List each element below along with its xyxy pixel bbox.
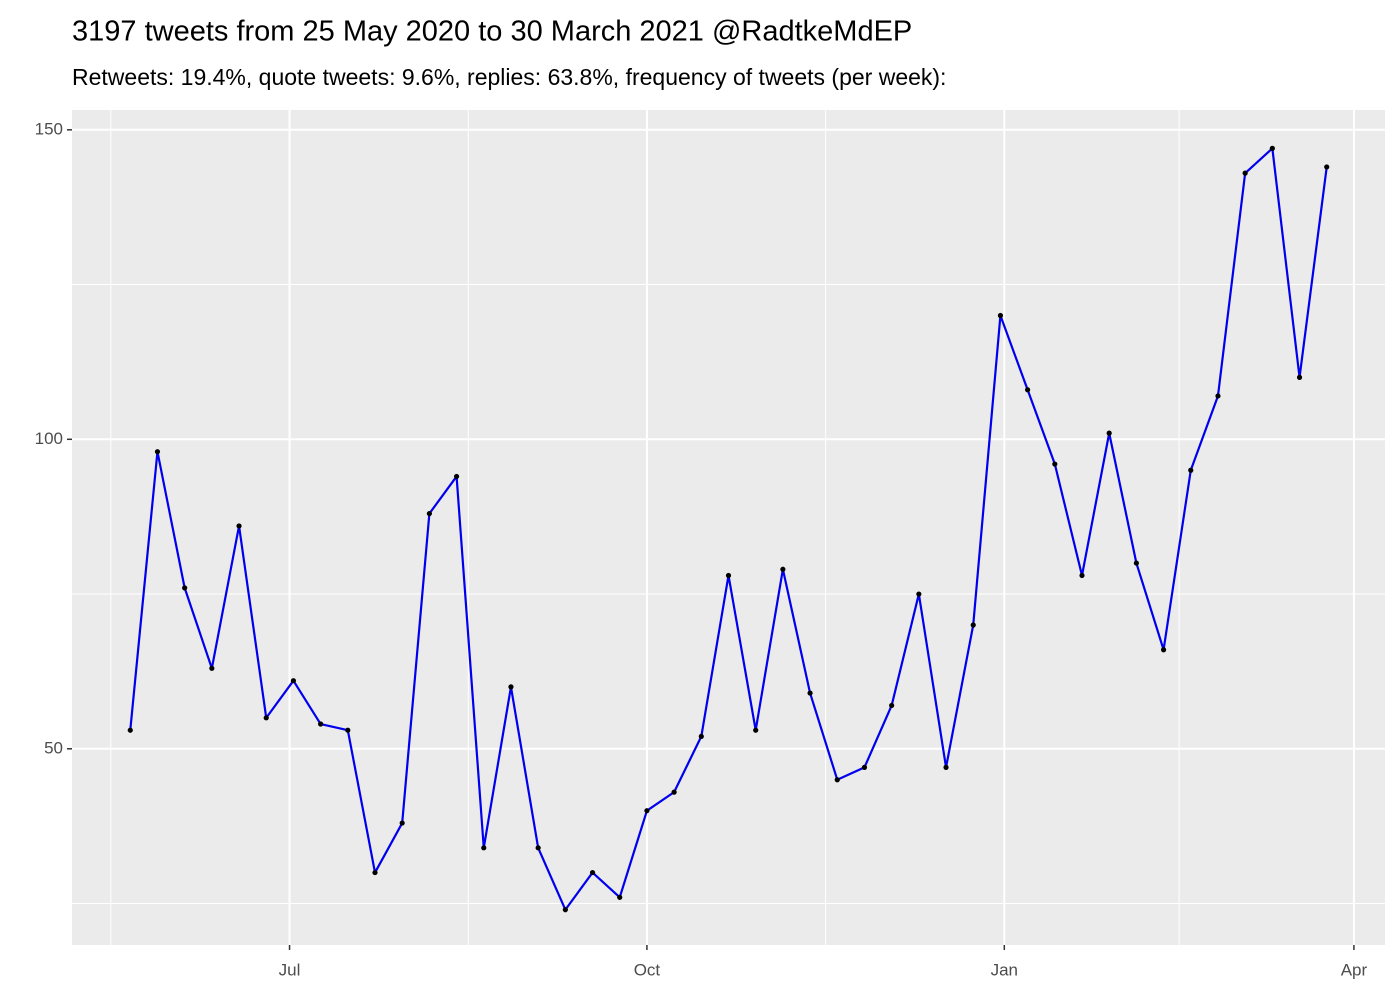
x-tick-label: Oct <box>634 960 661 979</box>
data-point <box>1324 164 1330 170</box>
data-point <box>861 764 868 770</box>
data-point <box>889 702 895 709</box>
data-point <box>562 907 568 913</box>
data-point <box>1188 467 1194 473</box>
data-point <box>453 473 460 480</box>
data-point <box>1052 461 1058 467</box>
x-tick-label: Jan <box>991 960 1018 979</box>
data-point <box>617 894 623 900</box>
data-point <box>209 665 215 671</box>
data-point <box>1215 393 1221 399</box>
x-tick-label: Jul <box>279 960 301 979</box>
data-point <box>997 312 1004 319</box>
data-point <box>1106 430 1112 436</box>
data-point <box>725 572 732 579</box>
data-point <box>1025 387 1031 393</box>
chart-title: 3197 tweets from 25 May 2020 to 30 March… <box>72 16 912 48</box>
y-tick-label: 100 <box>35 429 63 448</box>
y-tick-label: 150 <box>35 119 63 138</box>
data-point <box>290 678 297 684</box>
data-point <box>589 869 596 876</box>
data-point <box>154 449 161 455</box>
data-point <box>345 727 351 733</box>
data-point <box>644 808 650 814</box>
panel <box>72 110 1385 945</box>
data-point <box>834 777 840 783</box>
data-point <box>698 733 704 740</box>
data-point <box>671 789 677 795</box>
y-tick-label: 50 <box>44 738 63 757</box>
data-point <box>1133 560 1139 566</box>
data-point <box>943 764 949 770</box>
data-point <box>236 523 242 529</box>
data-point <box>916 591 922 597</box>
data-point <box>263 715 269 721</box>
data-point <box>508 684 514 690</box>
x-tick-label: Apr <box>1341 960 1368 979</box>
data-point <box>127 727 133 733</box>
data-point <box>1160 647 1167 653</box>
data-point <box>780 566 786 572</box>
data-point <box>807 690 813 696</box>
data-point <box>426 510 432 517</box>
data-point <box>1296 374 1303 380</box>
data-point <box>970 622 976 628</box>
data-point <box>481 845 487 851</box>
data-point <box>399 820 405 826</box>
data-point <box>535 845 541 851</box>
data-point <box>753 727 759 733</box>
data-point <box>372 869 378 876</box>
data-point <box>1269 145 1275 151</box>
data-point <box>1079 572 1085 579</box>
data-point <box>1242 170 1248 176</box>
data-point <box>318 721 324 727</box>
data-point <box>182 585 188 591</box>
chart-subtitle: Retweets: 19.4%, quote tweets: 9.6%, rep… <box>72 64 946 90</box>
